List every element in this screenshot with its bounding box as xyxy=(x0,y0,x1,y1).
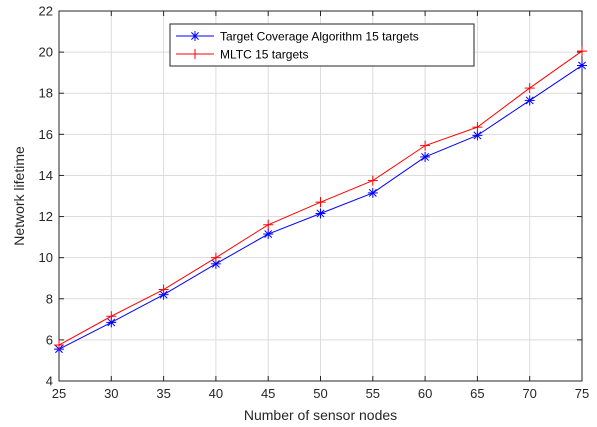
y-tick-label: 6 xyxy=(46,332,53,347)
data-point xyxy=(524,83,535,94)
y-axis-label: Network lifetime xyxy=(11,146,27,246)
y-tick-label: 4 xyxy=(46,374,53,389)
data-point xyxy=(315,208,326,219)
y-tick-label: 8 xyxy=(46,291,53,306)
x-tick-label: 30 xyxy=(104,386,118,401)
x-tick-label: 35 xyxy=(156,386,170,401)
x-tick-label: 40 xyxy=(209,386,223,401)
data-point xyxy=(577,46,587,57)
data-point xyxy=(54,340,64,351)
y-tick-label: 14 xyxy=(39,168,53,183)
x-tick-label: 60 xyxy=(418,386,432,401)
legend-swatch-marker xyxy=(190,31,200,41)
series-layer xyxy=(54,46,587,355)
legend-entry: Target Coverage Algorithm 15 targets xyxy=(176,30,419,44)
data-point xyxy=(367,187,378,198)
data-point xyxy=(315,197,326,208)
x-tick-label: 45 xyxy=(261,386,275,401)
y-tick-label: 12 xyxy=(39,209,53,224)
x-tick-label: 75 xyxy=(575,386,589,401)
data-point xyxy=(263,219,274,230)
legend-entries: Target Coverage Algorithm 15 targets MLTC… xyxy=(176,30,419,62)
series-2 xyxy=(54,46,587,351)
data-point xyxy=(158,284,169,295)
axis-ticks: 25 30 35 40 45 50 55 60 65 70 75 4 6 8 10 12 14 16 18 20 22 xyxy=(39,4,590,402)
legend-swatch-marker xyxy=(190,49,200,59)
legend-entry: MLTC 15 targets xyxy=(176,48,308,62)
x-tick-label: 55 xyxy=(366,386,380,401)
x-tick-label: 65 xyxy=(470,386,484,401)
y-tick-label: 22 xyxy=(39,4,53,19)
data-point xyxy=(524,95,535,106)
data-point xyxy=(210,252,221,263)
legend-label: MLTC 15 targets xyxy=(220,48,308,62)
x-tick-label: 25 xyxy=(52,386,66,401)
data-point xyxy=(263,229,274,240)
y-tick-label: 16 xyxy=(39,127,53,142)
series-1 xyxy=(54,60,587,355)
y-tick-label: 20 xyxy=(39,45,53,60)
data-point xyxy=(577,60,587,71)
data-point xyxy=(420,140,431,151)
x-axis-label: Number of sensor nodes xyxy=(244,407,397,423)
data-point xyxy=(367,175,378,186)
y-tick-label: 10 xyxy=(39,250,53,265)
data-point xyxy=(420,151,431,162)
legend-label: Target Coverage Algorithm 15 targets xyxy=(220,30,419,44)
data-point xyxy=(106,311,117,322)
y-tick-label: 18 xyxy=(39,86,53,101)
legend-box xyxy=(169,23,475,67)
x-tick-label: 50 xyxy=(313,386,327,401)
data-point xyxy=(472,122,483,133)
legend: Target Coverage Algorithm 15 targets MLTC… xyxy=(169,23,475,67)
x-tick-label: 70 xyxy=(522,386,536,401)
